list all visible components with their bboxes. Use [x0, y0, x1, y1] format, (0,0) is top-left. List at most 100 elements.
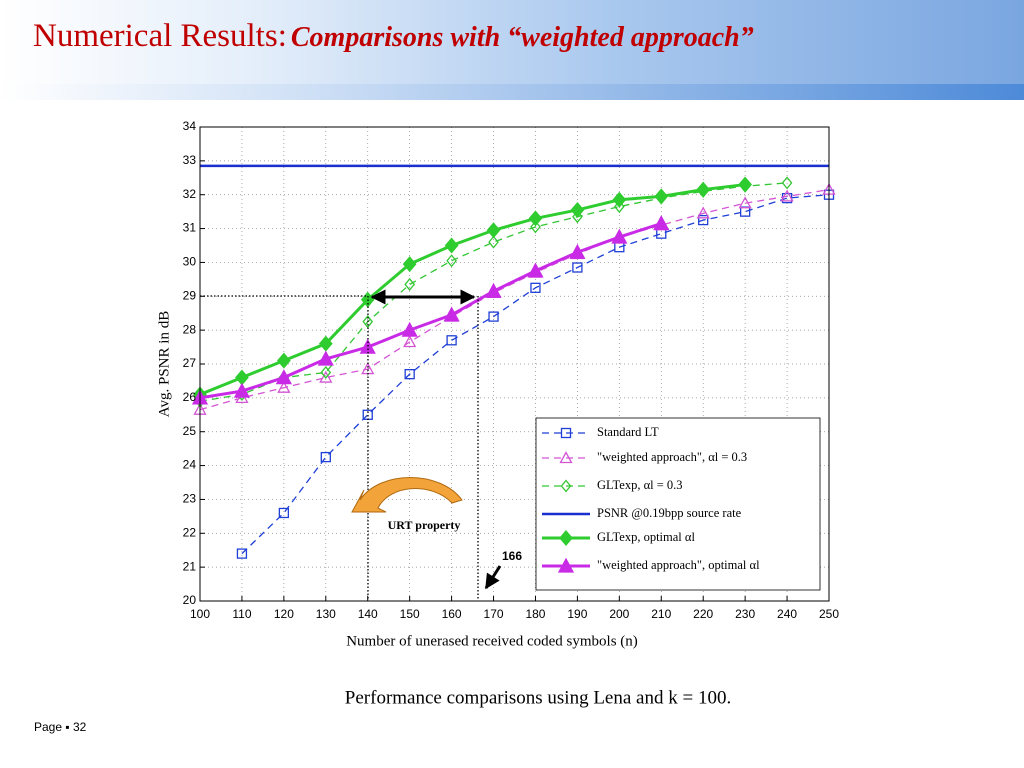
series-line: [241, 194, 830, 555]
marker: [530, 282, 541, 293]
series-line: [199, 188, 830, 411]
marker: [278, 507, 290, 519]
x-tick-label: 150: [400, 607, 420, 621]
header-band: [0, 0, 1024, 100]
legend-label: GLTexp, αl = 0.3: [597, 478, 683, 492]
x-tick-label: 180: [525, 607, 545, 621]
slide-title: Numerical Results: Comparisons with “wei…: [33, 18, 754, 55]
y-tick-label: 22: [183, 525, 197, 539]
marker: [654, 188, 669, 205]
x-axis-label: Number of unerased received coded symbol…: [346, 633, 638, 649]
y-tick-label: 21: [183, 559, 197, 573]
marker: [653, 215, 670, 231]
series-line: [199, 222, 662, 400]
marker: [611, 228, 628, 244]
marker: [319, 370, 333, 383]
y-tick-label: 28: [183, 322, 197, 336]
y-tick-label: 31: [183, 221, 197, 235]
marker: [402, 256, 417, 273]
marker: [275, 369, 292, 385]
curved-arrow: [351, 477, 463, 513]
x-tick-label: 130: [316, 607, 336, 621]
marker: [401, 321, 418, 337]
marker: [443, 306, 460, 322]
legend-box: [535, 417, 821, 591]
marker: [656, 228, 667, 239]
x-tick-label: 250: [819, 607, 839, 621]
caption: Performance comparisons using Lena and k…: [345, 687, 731, 708]
legend-label: "weighted approach", optimal αl: [597, 558, 760, 572]
marker: [738, 176, 752, 193]
marker: [530, 220, 541, 234]
marker: [560, 427, 572, 439]
series-line: [199, 182, 788, 402]
legend-label: PSNR @0.19bpp source rate: [597, 506, 742, 520]
title: Numerical Results:: [33, 18, 287, 54]
marker: [444, 237, 459, 254]
page-number: Page ▪ 32: [34, 720, 87, 734]
marker: [277, 352, 291, 369]
marker: [527, 262, 544, 278]
x-tick-label: 140: [358, 607, 378, 621]
marker: [233, 382, 251, 398]
marker: [236, 548, 248, 559]
y-tick-label: 24: [183, 458, 197, 472]
pointer-arrow: [484, 565, 502, 590]
marker: [781, 176, 793, 190]
marker: [488, 311, 499, 322]
marker: [320, 451, 331, 463]
marker: [317, 350, 334, 366]
x-tick-label: 110: [232, 607, 251, 621]
y-tick-label: 34: [183, 119, 197, 133]
x-tick-label: 200: [609, 607, 629, 621]
marker: [569, 243, 586, 259]
y-tick-label: 25: [183, 424, 197, 438]
y-tick-label: 32: [183, 187, 197, 201]
y-axis-label: Avg. PSNR in dB: [156, 311, 172, 417]
marker: [277, 380, 291, 393]
header-stripe: [0, 84, 1024, 100]
marker: [560, 479, 572, 493]
x-tick-label: 220: [693, 607, 713, 621]
x-tick-label: 230: [735, 607, 755, 621]
x-tick-label: 160: [442, 607, 462, 621]
marker: [698, 214, 709, 226]
legend-label: GLTexp, optimal αl: [597, 530, 695, 544]
x-tick-label: 190: [567, 607, 587, 621]
x-tick-label: 120: [274, 607, 294, 621]
y-tick-label: 30: [183, 255, 197, 269]
marker: [612, 191, 627, 208]
marker: [572, 210, 583, 224]
marker: [485, 282, 502, 298]
y-tick-label: 27: [183, 356, 197, 370]
x-tick-label: 210: [651, 607, 671, 621]
marker: [446, 254, 457, 268]
legend: Standard LT "weighted approach", αl = 0.3…: [535, 417, 821, 591]
marker: [404, 369, 415, 380]
y-tick-label: 23: [183, 492, 197, 506]
plot-frame: [199, 126, 830, 602]
marker: [446, 335, 457, 346]
marker: [696, 206, 710, 219]
legend-label: Standard LT: [597, 425, 659, 439]
marker: [488, 235, 499, 249]
marker: [320, 365, 332, 379]
marker: [570, 201, 585, 218]
x-tick-label: 240: [777, 607, 797, 621]
series-line: [199, 183, 746, 396]
annotation: URT property: [388, 518, 461, 532]
y-tick-label: 20: [183, 593, 197, 607]
marker: [404, 277, 416, 291]
marker: [235, 369, 249, 386]
y-tick-label: 26: [183, 390, 197, 404]
annotation: 166: [502, 549, 522, 563]
marker: [559, 530, 573, 546]
marker: [528, 210, 543, 227]
marker: [572, 262, 583, 273]
y-tick-label: 29: [183, 288, 197, 302]
marker: [557, 557, 575, 573]
marker: [738, 196, 752, 209]
x-tick-label: 100: [190, 607, 210, 621]
